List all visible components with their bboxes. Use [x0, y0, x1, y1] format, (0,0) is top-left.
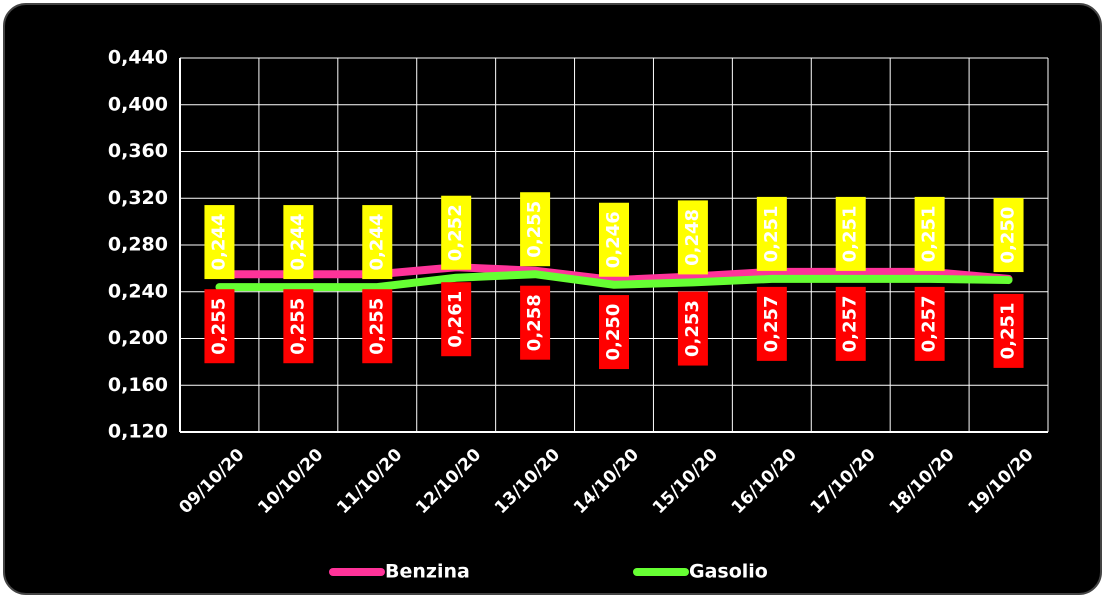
y-tick-label: 0,240 — [108, 280, 168, 302]
value-label: 0,248 — [682, 209, 703, 266]
value-label: 0,257 — [919, 295, 940, 352]
y-tick-label: 0,360 — [108, 140, 168, 162]
value-label-box — [835, 196, 866, 271]
series-line — [215, 263, 1013, 285]
value-label-box — [993, 198, 1024, 273]
value-label-box — [441, 282, 472, 357]
value-label-box — [520, 285, 551, 360]
value-label: 0,257 — [761, 295, 782, 352]
value-label-box — [914, 286, 945, 361]
value-label-box — [520, 192, 551, 267]
y-tick-label: 0,200 — [108, 327, 168, 349]
value-label: 0,246 — [603, 211, 624, 268]
series-line — [215, 270, 1013, 292]
value-label: 0,255 — [524, 201, 545, 258]
value-label-box — [362, 205, 393, 280]
value-label-box — [362, 289, 393, 364]
value-label: 0,251 — [919, 205, 940, 262]
value-label: 0,244 — [208, 214, 229, 271]
value-label-box — [283, 205, 314, 280]
y-tick-label: 0,440 — [108, 47, 168, 69]
value-label: 0,257 — [840, 295, 861, 352]
value-label: 0,250 — [603, 304, 624, 361]
value-label-box — [756, 196, 787, 271]
value-label-box — [283, 289, 314, 364]
value-label-box — [599, 202, 629, 277]
value-label: 0,244 — [287, 214, 308, 271]
value-label-box — [204, 289, 235, 364]
y-tick-label: 0,320 — [108, 187, 168, 209]
value-label: 0,255 — [287, 298, 308, 355]
value-label: 0,244 — [366, 214, 387, 271]
value-label: 0,255 — [366, 298, 387, 355]
value-label-box — [677, 200, 708, 275]
legend-label: Gasolio — [689, 561, 768, 583]
value-label: 0,251 — [998, 302, 1019, 359]
value-label-box — [993, 293, 1024, 368]
y-tick-label: 0,160 — [108, 374, 168, 396]
value-label-box — [599, 295, 629, 370]
y-tick-label: 0,400 — [108, 93, 168, 115]
value-label-box — [441, 195, 472, 270]
value-label-box — [756, 286, 787, 361]
value-label: 0,261 — [445, 291, 466, 348]
value-label: 0,253 — [682, 300, 703, 357]
value-label: 0,251 — [761, 205, 782, 262]
value-label: 0,255 — [208, 298, 229, 355]
value-label-box — [204, 205, 235, 280]
y-tick-label: 0,280 — [108, 234, 168, 256]
value-label: 0,250 — [998, 207, 1019, 264]
value-label-box — [914, 196, 945, 271]
y-tick-label: 0,120 — [108, 421, 168, 443]
value-label: 0,251 — [840, 205, 861, 262]
value-label: 0,258 — [524, 294, 545, 351]
value-label-box — [835, 286, 866, 361]
legend-label: Benzina — [385, 561, 470, 583]
value-label: 0,252 — [445, 204, 466, 261]
value-label-box — [677, 291, 708, 366]
